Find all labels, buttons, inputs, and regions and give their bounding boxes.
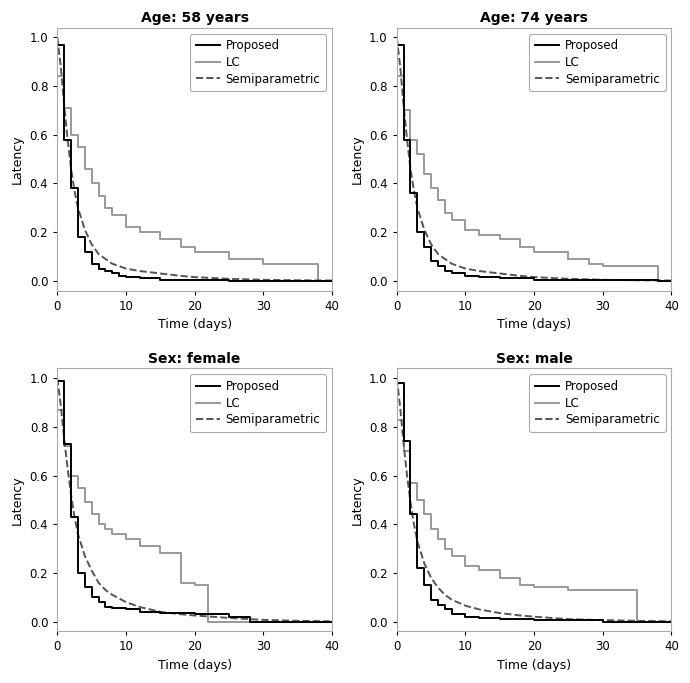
X-axis label: Time (days): Time (days): [157, 659, 232, 672]
Title: Sex: male: Sex: male: [495, 352, 573, 366]
X-axis label: Time (days): Time (days): [157, 318, 232, 331]
Legend: Proposed, LC, Semiparametric: Proposed, LC, Semiparametric: [529, 374, 666, 432]
Y-axis label: Latency: Latency: [351, 475, 364, 525]
Y-axis label: Latency: Latency: [11, 475, 24, 525]
Y-axis label: Latency: Latency: [11, 135, 24, 184]
X-axis label: Time (days): Time (days): [497, 659, 571, 672]
Legend: Proposed, LC, Semiparametric: Proposed, LC, Semiparametric: [190, 374, 326, 432]
X-axis label: Time (days): Time (days): [497, 318, 571, 331]
Y-axis label: Latency: Latency: [351, 135, 364, 184]
Title: Age: 58 years: Age: 58 years: [141, 11, 248, 25]
Legend: Proposed, LC, Semiparametric: Proposed, LC, Semiparametric: [190, 33, 326, 92]
Legend: Proposed, LC, Semiparametric: Proposed, LC, Semiparametric: [529, 33, 666, 92]
Title: Age: 74 years: Age: 74 years: [480, 11, 588, 25]
Title: Sex: female: Sex: female: [148, 352, 241, 366]
